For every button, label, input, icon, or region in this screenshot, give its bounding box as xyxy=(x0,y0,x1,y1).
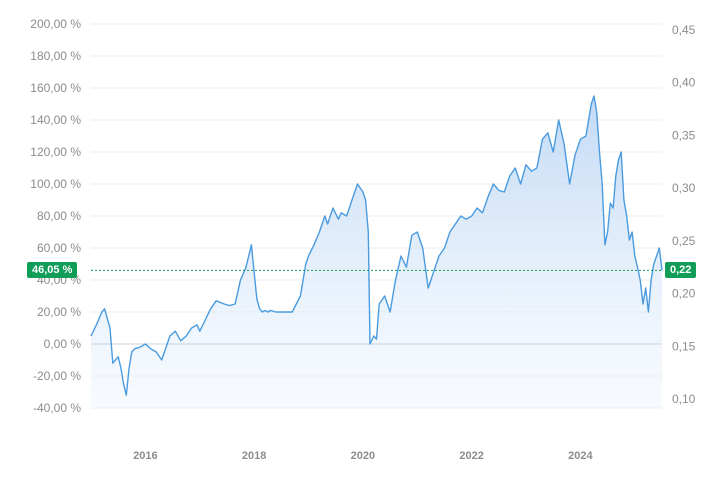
y-left-tick-label: 140,00 % xyxy=(30,113,81,127)
y-right-tick-label: 0,30 xyxy=(672,181,696,195)
y-left-tick-label: 0,00 % xyxy=(44,337,82,351)
y-left-tick-label: 100,00 % xyxy=(30,177,81,191)
y-right-tick-label: 0,20 xyxy=(672,287,696,301)
y-left-tick-label: 60,00 % xyxy=(37,241,81,255)
y-right-tick-label: 0,10 xyxy=(672,392,696,406)
y-right-tick-label: 0,15 xyxy=(672,339,696,353)
current-value-badge-left: 46,05 % xyxy=(27,262,78,279)
x-tick-label: 2020 xyxy=(351,450,375,462)
y-right-tick-label: 0,25 xyxy=(672,234,696,248)
y-right-tick-label: 0,40 xyxy=(672,76,696,90)
series-line xyxy=(90,95,663,396)
y-left-tick-label: -20,00 % xyxy=(33,369,81,383)
series-area-fill xyxy=(91,96,662,408)
x-axis: 2016 2018 2020 2022 2024 xyxy=(133,450,593,462)
y-right-tick-label: 0,45 xyxy=(672,23,696,37)
x-tick-label: 2018 xyxy=(242,450,266,462)
y-right-tick-label: 0,35 xyxy=(672,128,696,142)
x-tick-label: 2016 xyxy=(133,450,157,462)
left-y-axis: -40,00 %-20,00 %0,00 %20,00 %40,00 %60,0… xyxy=(30,17,81,415)
x-tick-label: 2022 xyxy=(459,450,483,462)
right-y-axis: 0,10 0,15 0,20 0,25 0,30 0,35 0,40 0,45 xyxy=(672,23,696,406)
y-left-tick-label: -40,00 % xyxy=(33,401,81,415)
y-left-tick-label: 20,00 % xyxy=(37,305,81,319)
y-left-tick-label: 120,00 % xyxy=(30,145,81,159)
x-tick-label: 2024 xyxy=(568,450,593,462)
current-value-badge-right: 0,22 xyxy=(665,262,697,279)
y-left-tick-label: 80,00 % xyxy=(37,209,81,223)
y-left-tick-label: 160,00 % xyxy=(30,81,81,95)
y-left-tick-label: 180,00 % xyxy=(30,49,81,63)
y-left-tick-label: 200,00 % xyxy=(30,17,81,31)
